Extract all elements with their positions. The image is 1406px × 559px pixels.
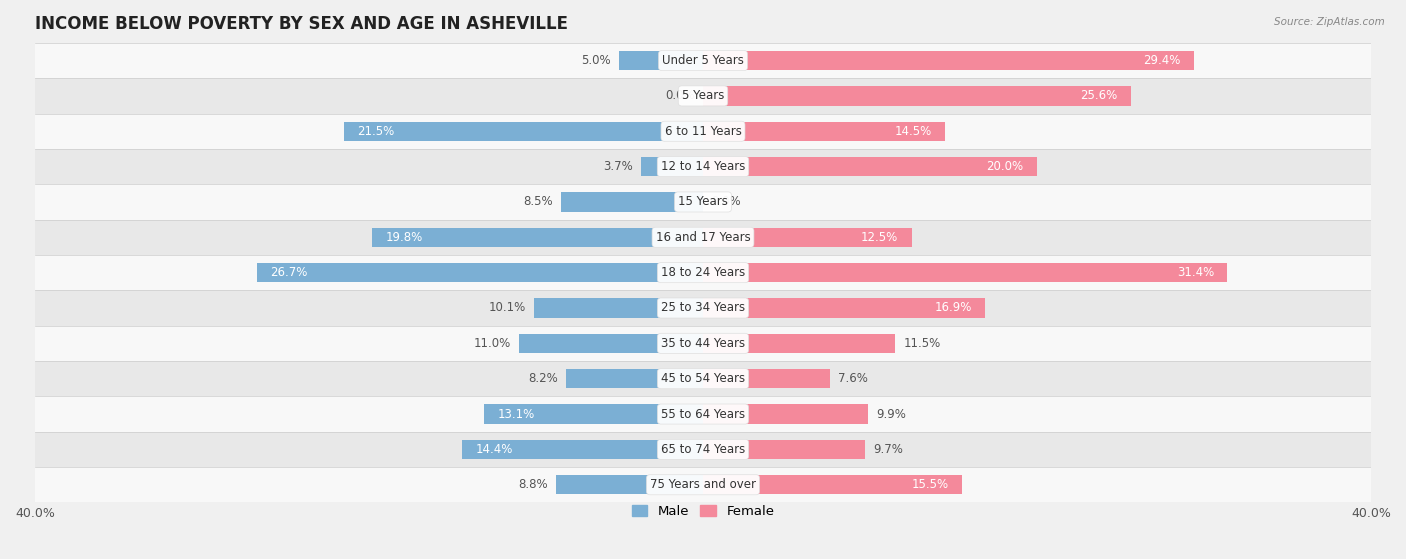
Bar <box>35 184 1371 220</box>
Bar <box>35 290 1371 326</box>
Text: 25.6%: 25.6% <box>1080 89 1118 102</box>
Bar <box>35 43 1371 78</box>
Text: INCOME BELOW POVERTY BY SEX AND AGE IN ASHEVILLE: INCOME BELOW POVERTY BY SEX AND AGE IN A… <box>35 15 568 33</box>
Text: 16 and 17 Years: 16 and 17 Years <box>655 231 751 244</box>
Text: 8.2%: 8.2% <box>527 372 558 385</box>
Bar <box>703 121 945 141</box>
Bar <box>555 475 703 495</box>
Text: 12.5%: 12.5% <box>860 231 898 244</box>
Bar <box>703 440 865 459</box>
Text: 5.0%: 5.0% <box>582 54 612 67</box>
Text: 26.7%: 26.7% <box>270 266 308 279</box>
Text: 20.0%: 20.0% <box>987 160 1024 173</box>
Legend: Male, Female: Male, Female <box>626 499 780 523</box>
Text: 15.5%: 15.5% <box>911 479 949 491</box>
Text: 11.0%: 11.0% <box>474 337 510 350</box>
Bar <box>35 467 1371 503</box>
Text: 8.5%: 8.5% <box>523 196 553 209</box>
Text: 3.7%: 3.7% <box>603 160 633 173</box>
Text: 18 to 24 Years: 18 to 24 Years <box>661 266 745 279</box>
Bar <box>35 149 1371 184</box>
Text: 75 Years and over: 75 Years and over <box>650 479 756 491</box>
Bar <box>641 157 703 176</box>
Text: 21.5%: 21.5% <box>357 125 395 138</box>
Bar <box>484 404 703 424</box>
Text: 35 to 44 Years: 35 to 44 Years <box>661 337 745 350</box>
Bar <box>35 220 1371 255</box>
Bar <box>35 255 1371 290</box>
Bar <box>703 369 830 389</box>
Bar <box>703 228 911 247</box>
Bar <box>567 369 703 389</box>
Text: 9.9%: 9.9% <box>877 408 907 420</box>
Bar <box>35 113 1371 149</box>
Text: 19.8%: 19.8% <box>385 231 423 244</box>
Text: 55 to 64 Years: 55 to 64 Years <box>661 408 745 420</box>
Bar <box>620 51 703 70</box>
Text: 11.5%: 11.5% <box>904 337 941 350</box>
Text: 5 Years: 5 Years <box>682 89 724 102</box>
Text: 6 to 11 Years: 6 to 11 Years <box>665 125 741 138</box>
Text: 13.1%: 13.1% <box>498 408 534 420</box>
Bar <box>373 228 703 247</box>
Bar <box>35 326 1371 361</box>
Text: 12 to 14 Years: 12 to 14 Years <box>661 160 745 173</box>
Bar <box>703 51 1194 70</box>
Bar <box>35 361 1371 396</box>
Bar <box>561 192 703 212</box>
Text: 15 Years: 15 Years <box>678 196 728 209</box>
Bar <box>534 299 703 318</box>
Bar <box>703 86 1130 106</box>
Bar <box>703 299 986 318</box>
Bar <box>344 121 703 141</box>
Text: 8.8%: 8.8% <box>517 479 548 491</box>
Text: 7.6%: 7.6% <box>838 372 868 385</box>
Bar <box>703 475 962 495</box>
Text: 0.0%: 0.0% <box>665 89 695 102</box>
Bar <box>703 157 1038 176</box>
Text: 29.4%: 29.4% <box>1143 54 1181 67</box>
Bar <box>35 432 1371 467</box>
Text: 0.0%: 0.0% <box>711 196 741 209</box>
Text: 65 to 74 Years: 65 to 74 Years <box>661 443 745 456</box>
Bar <box>35 396 1371 432</box>
Text: 14.5%: 14.5% <box>894 125 932 138</box>
Bar <box>257 263 703 282</box>
Text: 25 to 34 Years: 25 to 34 Years <box>661 301 745 315</box>
Bar <box>463 440 703 459</box>
Bar <box>519 334 703 353</box>
Bar <box>703 263 1227 282</box>
Text: 31.4%: 31.4% <box>1177 266 1213 279</box>
Text: 16.9%: 16.9% <box>935 301 972 315</box>
Text: Under 5 Years: Under 5 Years <box>662 54 744 67</box>
Bar <box>35 78 1371 113</box>
Text: Source: ZipAtlas.com: Source: ZipAtlas.com <box>1274 17 1385 27</box>
Text: 9.7%: 9.7% <box>873 443 903 456</box>
Text: 45 to 54 Years: 45 to 54 Years <box>661 372 745 385</box>
Bar <box>703 404 869 424</box>
Text: 14.4%: 14.4% <box>475 443 513 456</box>
Text: 10.1%: 10.1% <box>489 301 526 315</box>
Bar <box>703 334 896 353</box>
